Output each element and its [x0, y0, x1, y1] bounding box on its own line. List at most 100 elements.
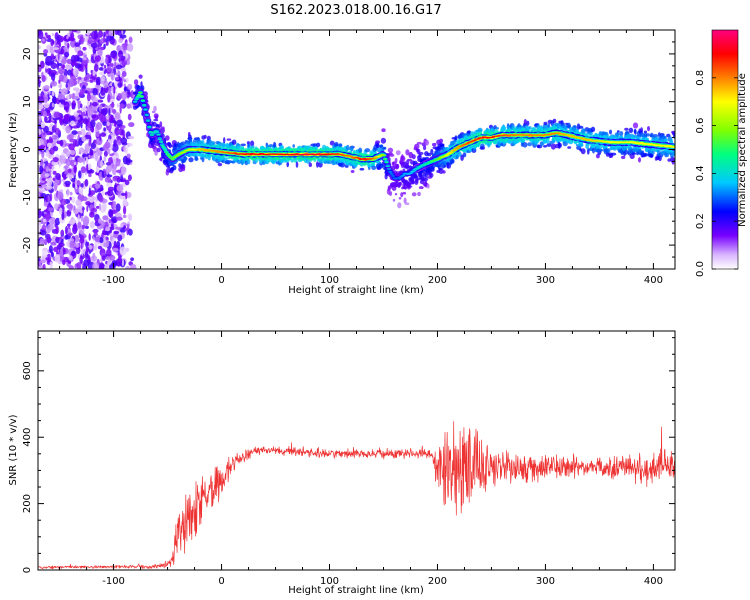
spectrogram-cell — [293, 156, 298, 163]
spectrogram-noise-cell — [88, 233, 91, 241]
spectrogram-noise-cell — [84, 225, 89, 229]
spectrogram-noise-cell — [97, 245, 103, 250]
spectrogram-cell — [431, 166, 435, 170]
spectrogram-noise-cell — [97, 49, 103, 57]
spectrogram-noise-cell — [106, 66, 112, 73]
spectrogram-noise-cell — [86, 163, 89, 173]
spectrogram-noise-cell — [48, 136, 53, 143]
spectrogram-noise-cell — [90, 94, 95, 101]
spectrogram-noise-cell — [67, 69, 72, 76]
spectrogram-cell — [172, 165, 177, 171]
spectrogram-noise-cell — [79, 255, 83, 264]
spectrogram-cell — [567, 146, 572, 149]
spectrogram-cell — [156, 147, 161, 153]
spectrogram-cell — [371, 165, 377, 171]
spectrogram-noise-cell — [77, 50, 84, 57]
spectrogram-cell — [418, 151, 424, 155]
spectrogram-noise-cell — [106, 182, 113, 188]
spectrogram-cell — [543, 121, 548, 126]
spectrogram-noise-cell — [117, 93, 122, 100]
spectrogram-noise-cell — [80, 215, 84, 222]
spectrogram-noise-cell — [109, 255, 116, 261]
spectrogram-cell — [161, 126, 165, 130]
spectrogram-cell — [404, 186, 407, 190]
spectrogram-noise-cell — [121, 30, 124, 35]
spectrogram-noise-cell — [63, 101, 70, 111]
spectrogram-noise-cell — [50, 80, 58, 87]
spectrogram-noise-cell — [85, 201, 91, 206]
spectrogram-noise-cell — [119, 103, 125, 109]
spectrogram-noise-cell — [68, 143, 75, 151]
spectrogram-noise-cell — [103, 43, 106, 49]
spectrogram-noise-cell — [45, 257, 50, 261]
spectrogram-cell — [631, 152, 637, 156]
spectrogram-noise-cell — [120, 34, 127, 39]
spectrogram-noise-cell — [93, 201, 97, 209]
spectrogram-cell — [398, 197, 402, 200]
spectrogram-noise-cell — [77, 157, 84, 163]
spectrogram-noise-cell — [77, 114, 83, 123]
spectrogram-cell — [295, 161, 299, 168]
spectrogram-noise-cell — [113, 139, 117, 147]
spectrogram-noise-cell — [39, 230, 47, 236]
spectrogram-noise-cell — [80, 166, 86, 174]
spectrogram-noise-cell — [78, 186, 82, 194]
spectrogram-noise-cell — [89, 211, 95, 218]
spectrogram-noise-cell — [81, 248, 84, 256]
spectrogram-cell — [212, 141, 216, 146]
spectrogram-noise-cell — [116, 169, 123, 173]
spectrogram-cell — [451, 159, 455, 164]
spectrogram-cell — [206, 135, 211, 141]
spectrogram-noise-cell — [100, 75, 106, 82]
spectrogram-cell — [159, 121, 163, 128]
spectrogram-noise-cell — [110, 103, 115, 108]
spectrogram-noise-cell — [106, 189, 114, 197]
spectrogram-noise-cell — [97, 30, 104, 38]
spectrogram-noise-cell — [43, 49, 49, 54]
spectrogram-noise-cell — [48, 207, 55, 212]
spectrogram-noise-cell — [114, 61, 117, 69]
spectrogram-noise-cell — [127, 135, 135, 140]
spectrogram-noise-cell — [45, 185, 53, 190]
spectrogram-noise-cell — [77, 100, 82, 104]
spectrogram-noise-cell — [70, 120, 76, 127]
spectrogram-noise-cell — [67, 223, 71, 227]
spectrogram-noise-cell — [86, 30, 91, 36]
spectrogram-cell — [495, 127, 500, 130]
spectrogram-noise-cell — [79, 82, 82, 87]
spectrogram-noise-cell — [59, 189, 64, 193]
spectrogram-noise-cell — [43, 163, 46, 167]
spectrogram-noise-cell — [47, 235, 50, 244]
spectrogram-noise-cell — [70, 54, 77, 64]
spectrogram-noise-cell — [57, 93, 65, 101]
spectrogram-noise-cell — [43, 85, 50, 90]
spectrogram-noise-cell — [85, 156, 89, 165]
spectrogram-noise-cell — [92, 236, 95, 241]
spectrogram-noise-cell — [84, 250, 88, 259]
spectrogram-noise-cell — [66, 58, 72, 65]
spectrogram-noise-cell — [44, 32, 48, 36]
spectrogram-noise-cell — [54, 120, 57, 124]
spectrogram-noise-cell — [109, 62, 114, 68]
spectrogram-noise-cell — [111, 226, 115, 231]
spectrogram-noise-cell — [56, 140, 63, 145]
spectrogram-noise-cell — [86, 92, 91, 102]
spectrogram-noise-cell — [63, 165, 69, 169]
spectrogram-noise-cell — [78, 170, 82, 179]
spectrogram-noise-cell — [68, 203, 73, 212]
spectrogram-noise-cell — [74, 42, 80, 47]
spectrogram-noise-cell — [54, 253, 61, 263]
spectrogram-noise-cell — [52, 177, 56, 181]
spectrogram-cell — [395, 163, 400, 169]
spectrogram-noise-cell — [127, 174, 132, 181]
spectrogram-cell — [414, 179, 419, 185]
spectrogram-cell — [422, 177, 429, 182]
spectrogram-noise-cell — [75, 184, 78, 190]
spectrogram-noise-cell — [69, 191, 73, 196]
spectrogram-noise-cell — [82, 262, 87, 269]
spectrogram-noise-cell — [126, 153, 131, 159]
spectrogram-noise-cell — [65, 64, 72, 70]
spectrogram-cell — [181, 167, 186, 172]
spectrogram-noise-cell — [116, 185, 124, 192]
spectrogram-noise-cell — [51, 251, 54, 258]
